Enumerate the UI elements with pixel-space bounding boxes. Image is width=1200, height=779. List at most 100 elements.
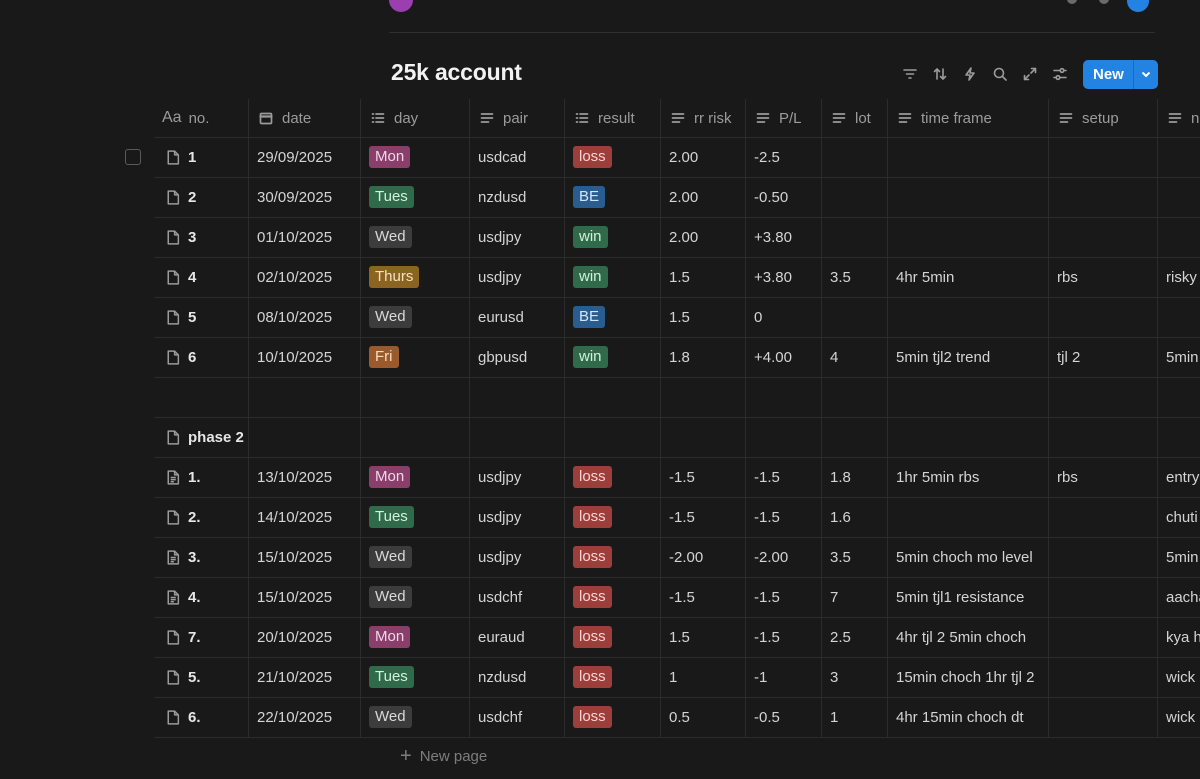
- cell-date[interactable]: 02/10/2025: [248, 257, 360, 297]
- cell-pair[interactable]: usdjpy: [469, 217, 564, 257]
- cell-tf[interactable]: 5min tjl1 resistance: [887, 577, 1048, 617]
- table-row[interactable]: 3. 15/10/2025 Wed usdjpy loss -2.00 -2.00 3.5 5m…: [154, 537, 1200, 577]
- cell-no[interactable]: 5: [154, 297, 248, 337]
- table-row[interactable]: 4 02/10/2025 Thurs usdjpy win 1.5 +3.80 3.5 4hr …: [154, 257, 1200, 297]
- cell-result[interactable]: [564, 377, 660, 417]
- cell-tf[interactable]: 4hr tjl 2 5min choch: [887, 617, 1048, 657]
- cell-setup[interactable]: [1048, 617, 1157, 657]
- cell-rr[interactable]: -2.00: [660, 537, 745, 577]
- cell-pair[interactable]: usdjpy: [469, 457, 564, 497]
- cell-day[interactable]: Wed: [360, 697, 469, 737]
- cell-result[interactable]: BE: [564, 297, 660, 337]
- cell-rr[interactable]: 1.5: [660, 297, 745, 337]
- table-row[interactable]: 2. 14/10/2025 Tues usdjpy loss -1.5 -1.5 1.6 chu…: [154, 497, 1200, 537]
- cell-rr[interactable]: 2.00: [660, 177, 745, 217]
- cell-result[interactable]: BE: [564, 177, 660, 217]
- cell-rr[interactable]: 2.00: [660, 137, 745, 177]
- expand-icon[interactable]: [1015, 59, 1045, 89]
- cell-pl[interactable]: 0: [745, 297, 821, 337]
- cell-result[interactable]: win: [564, 337, 660, 377]
- cell-tf[interactable]: 4hr 15min choch dt: [887, 697, 1048, 737]
- cell-no[interactable]: 3: [154, 217, 248, 257]
- cell-tf[interactable]: [887, 177, 1048, 217]
- cell-tf[interactable]: [887, 217, 1048, 257]
- cell-tf[interactable]: [887, 497, 1048, 537]
- cell-day[interactable]: Tues: [360, 177, 469, 217]
- cell-lot[interactable]: [821, 377, 887, 417]
- cell-lot[interactable]: 3: [821, 657, 887, 697]
- cell-rr[interactable]: 1: [660, 657, 745, 697]
- table-row[interactable]: 6 10/10/2025 Fri gbpusd win 1.8 +4.00 4 5min tjl…: [154, 337, 1200, 377]
- cell-date[interactable]: 29/09/2025: [248, 137, 360, 177]
- cell-pl[interactable]: [745, 417, 821, 457]
- cell-no[interactable]: 3.: [154, 537, 248, 577]
- cell-setup[interactable]: [1048, 137, 1157, 177]
- cell-rr[interactable]: 1.5: [660, 617, 745, 657]
- cell-result[interactable]: loss: [564, 577, 660, 617]
- cell-tf[interactable]: 5min tjl2 trend: [887, 337, 1048, 377]
- column-header-tf[interactable]: time frame: [887, 99, 1048, 137]
- cell-pair[interactable]: eurusd: [469, 297, 564, 337]
- cell-date[interactable]: 15/10/2025: [248, 537, 360, 577]
- column-header-notes[interactable]: n: [1157, 99, 1200, 137]
- cell-notes[interactable]: chuti: [1157, 497, 1200, 537]
- cell-lot[interactable]: 1.6: [821, 497, 887, 537]
- cell-no[interactable]: 4.: [154, 577, 248, 617]
- comments-icon[interactable]: [1099, 0, 1109, 4]
- cell-notes[interactable]: aacha: [1157, 577, 1200, 617]
- cell-setup[interactable]: [1048, 417, 1157, 457]
- cell-pl[interactable]: -1: [745, 657, 821, 697]
- cell-setup[interactable]: [1048, 657, 1157, 697]
- cell-pair[interactable]: usdjpy: [469, 257, 564, 297]
- cell-tf[interactable]: 4hr 5min: [887, 257, 1048, 297]
- cell-setup[interactable]: rbs: [1048, 257, 1157, 297]
- cell-notes[interactable]: 5min: [1157, 337, 1200, 377]
- table-row[interactable]: 2 30/09/2025 Tues nzdusd BE 2.00 -0.50: [154, 177, 1200, 217]
- cell-no[interactable]: 2.: [154, 497, 248, 537]
- cell-notes[interactable]: risky: [1157, 257, 1200, 297]
- cell-pl[interactable]: -1.5: [745, 617, 821, 657]
- cell-pair[interactable]: nzdusd: [469, 177, 564, 217]
- cell-result[interactable]: win: [564, 217, 660, 257]
- cell-lot[interactable]: 2.5: [821, 617, 887, 657]
- cell-day[interactable]: [360, 417, 469, 457]
- column-header-date[interactable]: date: [248, 99, 360, 137]
- database-title[interactable]: 25k account: [391, 59, 522, 85]
- column-header-lot[interactable]: lot: [821, 99, 887, 137]
- cell-pair[interactable]: usdjpy: [469, 537, 564, 577]
- cell-notes[interactable]: 5min: [1157, 537, 1200, 577]
- cell-day[interactable]: Tues: [360, 657, 469, 697]
- cell-lot[interactable]: [821, 137, 887, 177]
- cell-tf[interactable]: [887, 377, 1048, 417]
- cell-result[interactable]: loss: [564, 497, 660, 537]
- table-row[interactable]: 3 01/10/2025 Wed usdjpy win 2.00 +3.80: [154, 217, 1200, 257]
- cell-day[interactable]: Wed: [360, 217, 469, 257]
- cell-result[interactable]: loss: [564, 617, 660, 657]
- cell-notes[interactable]: entry: [1157, 457, 1200, 497]
- cell-setup[interactable]: rbs: [1048, 457, 1157, 497]
- cell-day[interactable]: Mon: [360, 617, 469, 657]
- user-avatar[interactable]: [1127, 0, 1149, 12]
- cell-pair[interactable]: [469, 417, 564, 457]
- cell-day[interactable]: Wed: [360, 537, 469, 577]
- cell-pl[interactable]: +3.80: [745, 257, 821, 297]
- cell-pl[interactable]: -2.5: [745, 137, 821, 177]
- cell-pl[interactable]: -0.50: [745, 177, 821, 217]
- cell-no[interactable]: 1: [154, 137, 248, 177]
- cell-no[interactable]: 6: [154, 337, 248, 377]
- cell-rr[interactable]: [660, 417, 745, 457]
- cell-setup[interactable]: [1048, 297, 1157, 337]
- cell-rr[interactable]: 1.5: [660, 257, 745, 297]
- cell-lot[interactable]: 7: [821, 577, 887, 617]
- table-row[interactable]: 7. 20/10/2025 Mon euraud loss 1.5 -1.5 2.5 4hr t…: [154, 617, 1200, 657]
- search-icon[interactable]: [985, 59, 1015, 89]
- cell-notes[interactable]: [1157, 217, 1200, 257]
- cell-notes[interactable]: [1157, 177, 1200, 217]
- table-row[interactable]: [154, 377, 1200, 417]
- cell-pair[interactable]: usdjpy: [469, 497, 564, 537]
- cell-setup[interactable]: [1048, 177, 1157, 217]
- cell-rr[interactable]: 2.00: [660, 217, 745, 257]
- cell-rr[interactable]: [660, 377, 745, 417]
- cell-no[interactable]: 7.: [154, 617, 248, 657]
- cell-pair[interactable]: [469, 377, 564, 417]
